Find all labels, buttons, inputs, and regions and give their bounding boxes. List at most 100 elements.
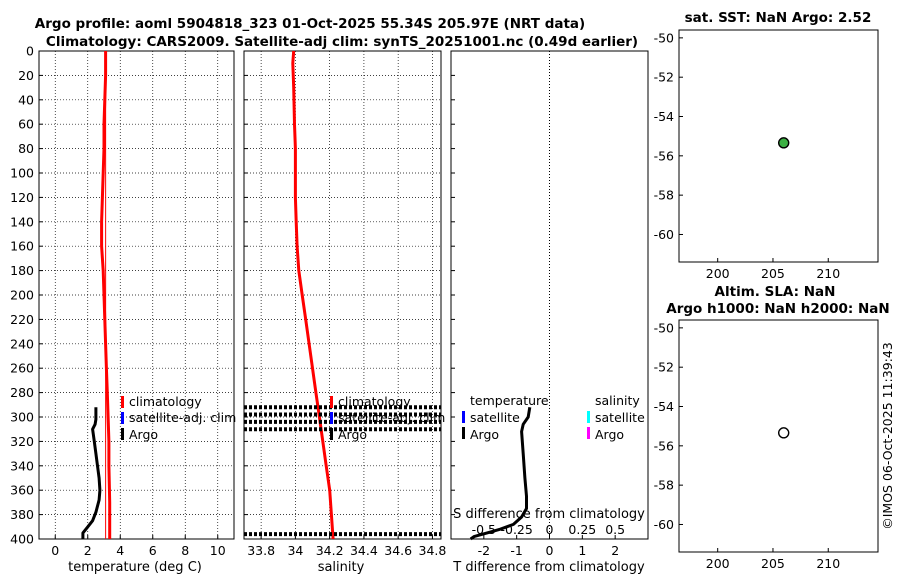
temperature-legend: climatology satellite-adj. clim Argo [121,394,236,442]
y-tick-label: 140 [10,214,34,229]
legend-label-satellite: satellite-adj. clim [129,410,236,425]
x-tick-label: 4 [116,543,124,558]
y-tick-label: 20 [18,68,34,83]
x-tick-label: -1 [510,543,522,558]
y-tick-label: 120 [10,190,34,205]
sst-map-panel: 200 205 210 -50 -52 -54 -56 -58 -60 [654,29,879,281]
legend-label-argo: Argo [129,427,158,442]
y-tick-label: 240 [10,336,34,351]
x-tick-label: 210 [816,556,840,571]
top-x-tick-label: -0.25 [500,522,532,537]
y-tick-label: -56 [654,148,674,163]
y-tick-label: 380 [10,507,34,522]
x-tick-label: 34.6 [384,543,412,558]
x-tick-label: 34.2 [316,543,344,558]
x-tick-label: -2 [478,543,490,558]
temperature-panel: 0 2 4 6 8 10020406080100120140160180200220240… [10,44,235,558]
legend-label-climatology: climatology [129,394,202,409]
x-tick-label: 205 [761,266,785,281]
x-tick-label: 205 [761,556,785,571]
y-tick-label: 80 [18,141,34,156]
y-tick-label: -54 [654,399,674,414]
climatology-line [100,51,112,539]
y-tick-label: 300 [10,410,34,425]
x-tick-label: 1 [578,543,586,558]
x-tick-label: 6 [149,543,157,558]
sla-map-panel: 200 205 210 -50 -52 -54 -56 -58 -60 [654,319,879,571]
y-tick-label: 360 [10,483,34,498]
x-tick-label: 10 [210,543,226,558]
y-tick-label: 0 [26,44,34,59]
y-tick-label: 340 [10,458,34,473]
difference-legend: temperature satellite Argo salinity sate… [462,393,645,442]
legend-swatch-climatology [330,396,333,408]
argo-location-marker [777,137,790,149]
legend-label-sal-satellite: satellite [595,410,645,425]
x-tick-label: 8 [181,543,189,558]
legend-swatch-argo [121,428,124,440]
legend-label-argo: Argo [338,427,367,442]
temperature-xlabel: temperature (deg C) [68,560,202,575]
imos-watermark: ©IMOS 06-Oct-2025 11:39:43 [880,342,895,530]
legend-swatch-climatology [121,396,124,408]
legend-label-climatology: climatology [338,394,411,409]
y-tick-label: -58 [654,188,674,203]
y-tick-label: 400 [10,532,34,547]
y-tick-label: -52 [654,360,674,375]
legend-swatch-argo [330,428,333,440]
y-tick-label: -58 [654,478,674,493]
x-tick-label: 34 [287,543,303,558]
y-tick-label: -52 [654,70,674,85]
argo-line [81,407,102,539]
y-tick-label: -60 [654,517,674,532]
y-tick-label: 60 [18,117,34,132]
y-tick-label: -54 [654,109,674,124]
sst-title: sat. SST: NaN Argo: 2.52 [685,10,872,26]
y-tick-label: -60 [654,227,674,242]
x-tick-label: 34.8 [419,543,447,558]
argo-location-marker [777,427,790,439]
difference-xlabel: T difference from climatology [452,560,645,575]
y-tick-label: 200 [10,288,34,303]
title-line-1: Argo profile: aoml 5904818_323 01-Oct-20… [35,16,585,32]
x-tick-label: 0 [546,543,554,558]
y-tick-label: -50 [654,30,674,45]
y-tick-label: -56 [654,438,674,453]
legend-swatch-sal-argo [587,427,590,439]
climatology-line [291,50,335,540]
legend-swatch-satellite [330,412,333,424]
x-tick-label: 34.4 [350,543,378,558]
legend-swatch-sal-satellite [587,411,590,423]
x-tick-label: 210 [816,266,840,281]
legend-label-temp-argo: Argo [470,427,499,442]
y-tick-label: 320 [10,434,34,449]
salinity-xlabel: salinity [318,560,365,575]
difference-panel: -2 -1 0 1 2-0.5 -0.25 0 0.25 0.5 [450,50,649,558]
top-x-tick-label: 0.5 [605,522,625,537]
x-tick-label: 0 [51,543,59,558]
legend-swatch-satellite [121,412,124,424]
y-tick-label: 100 [10,166,34,181]
x-tick-label: 200 [706,556,730,571]
y-tick-label: 160 [10,239,34,254]
salinity-panel: 33.8 34 34.2 34.4 34.6 34.8 [243,50,447,558]
top-x-tick-label: 0.25 [568,522,596,537]
sla-title-line-1: Altim. SLA: NaN [715,284,836,300]
sla-title-line-2: Argo h1000: NaN h2000: NaN [666,301,889,317]
map-frame [678,319,879,553]
y-tick-label: 180 [10,263,34,278]
x-tick-label: 33.8 [247,543,275,558]
x-tick-label: 2 [611,543,619,558]
map-frame [678,29,879,263]
legend-label-sal-argo: Argo [595,427,624,442]
legend-title-temperature: temperature [470,393,549,408]
y-tick-label: -50 [654,320,674,335]
legend-label-satellite: satellite-adj. clim [338,410,445,425]
y-tick-label: 260 [10,361,34,376]
y-tick-label: 280 [10,385,34,400]
y-tick-label: 40 [18,92,34,107]
top-x-tick-label: 0 [546,522,554,537]
plot-frame [243,50,442,540]
argo-temperature-difference-line [469,406,532,541]
